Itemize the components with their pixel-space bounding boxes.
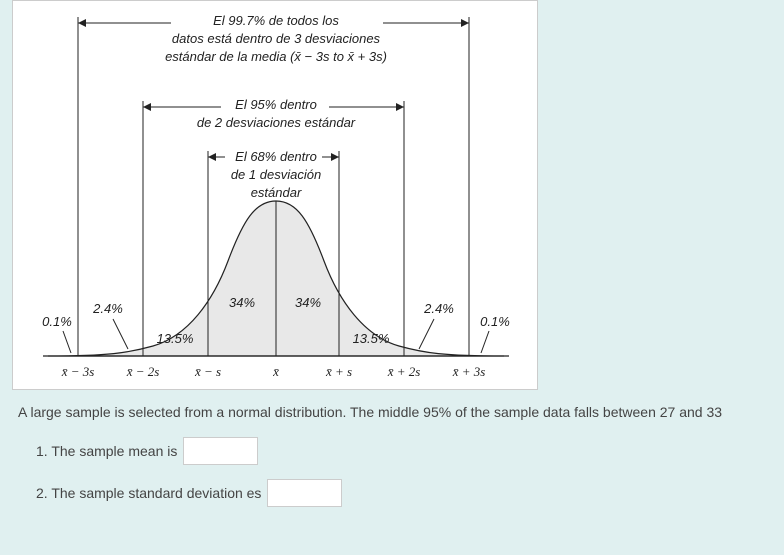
- question-intro: A large sample is selected from a normal…: [18, 402, 766, 423]
- tick-0: x̄: [272, 364, 279, 379]
- ann68-l3: estándar: [251, 185, 302, 200]
- tick-p2: x̄ + 2s: [387, 364, 421, 379]
- ptr-outer-left: [63, 331, 71, 353]
- tick-p3: x̄ + 3s: [452, 364, 486, 379]
- ann68-l2: de 1 desviación: [231, 167, 321, 182]
- prompt-row-1: 1. The sample mean is: [36, 437, 766, 465]
- prompt-row-2: 2. The sample standard deviation es: [36, 479, 766, 507]
- ptr-2-right: [419, 319, 434, 349]
- ann68-l1: El 68% dentro: [235, 149, 317, 164]
- answer-input-mean[interactable]: [183, 437, 258, 465]
- ann95-l2: de 2 desviaciones estándar: [197, 115, 356, 130]
- ptr-outer-right: [481, 331, 489, 353]
- tick-m1: x̄ − s: [194, 364, 221, 379]
- ann99-l1: El 99.7% de todos los: [213, 13, 339, 28]
- pct-mid-right: 34%: [295, 295, 321, 310]
- pct-2-left: 2.4%: [92, 301, 123, 316]
- pct-outer-right: 0.1%: [480, 314, 510, 329]
- bracket-95: El 95% dentro de 2 desviaciones estándar: [143, 97, 404, 130]
- ann99-l3: estándar de la media (x̄ − 3s to x̄ + 3s…: [165, 49, 387, 64]
- tick-m3: x̄ − 3s: [61, 364, 95, 379]
- q2-label: 2. The sample standard deviation es: [36, 482, 261, 504]
- ann99-l2: datos está dentro de 3 desviaciones: [172, 31, 381, 46]
- question-area: A large sample is selected from a normal…: [0, 390, 784, 519]
- answer-input-sd[interactable]: [267, 479, 342, 507]
- bracket-99: El 99.7% de todos los datos está dentro …: [78, 13, 469, 64]
- empirical-rule-diagram: El 99.7% de todos los datos está dentro …: [12, 0, 538, 390]
- tick-p1: x̄ + s: [325, 364, 352, 379]
- ptr-2-left: [113, 319, 128, 349]
- pct-1-right: 13.5%: [353, 331, 390, 346]
- pct-mid-left: 34%: [229, 295, 255, 310]
- pct-outer-left: 0.1%: [42, 314, 72, 329]
- bracket-68: El 68% dentro de 1 desviación estándar: [208, 149, 339, 200]
- tick-m2: x̄ − 2s: [126, 364, 160, 379]
- ann95-l1: El 95% dentro: [235, 97, 317, 112]
- q1-label: 1. The sample mean is: [36, 440, 177, 462]
- pct-2-right: 2.4%: [423, 301, 454, 316]
- diagram-svg: El 99.7% de todos los datos está dentro …: [13, 1, 539, 391]
- pct-1-left: 13.5%: [157, 331, 194, 346]
